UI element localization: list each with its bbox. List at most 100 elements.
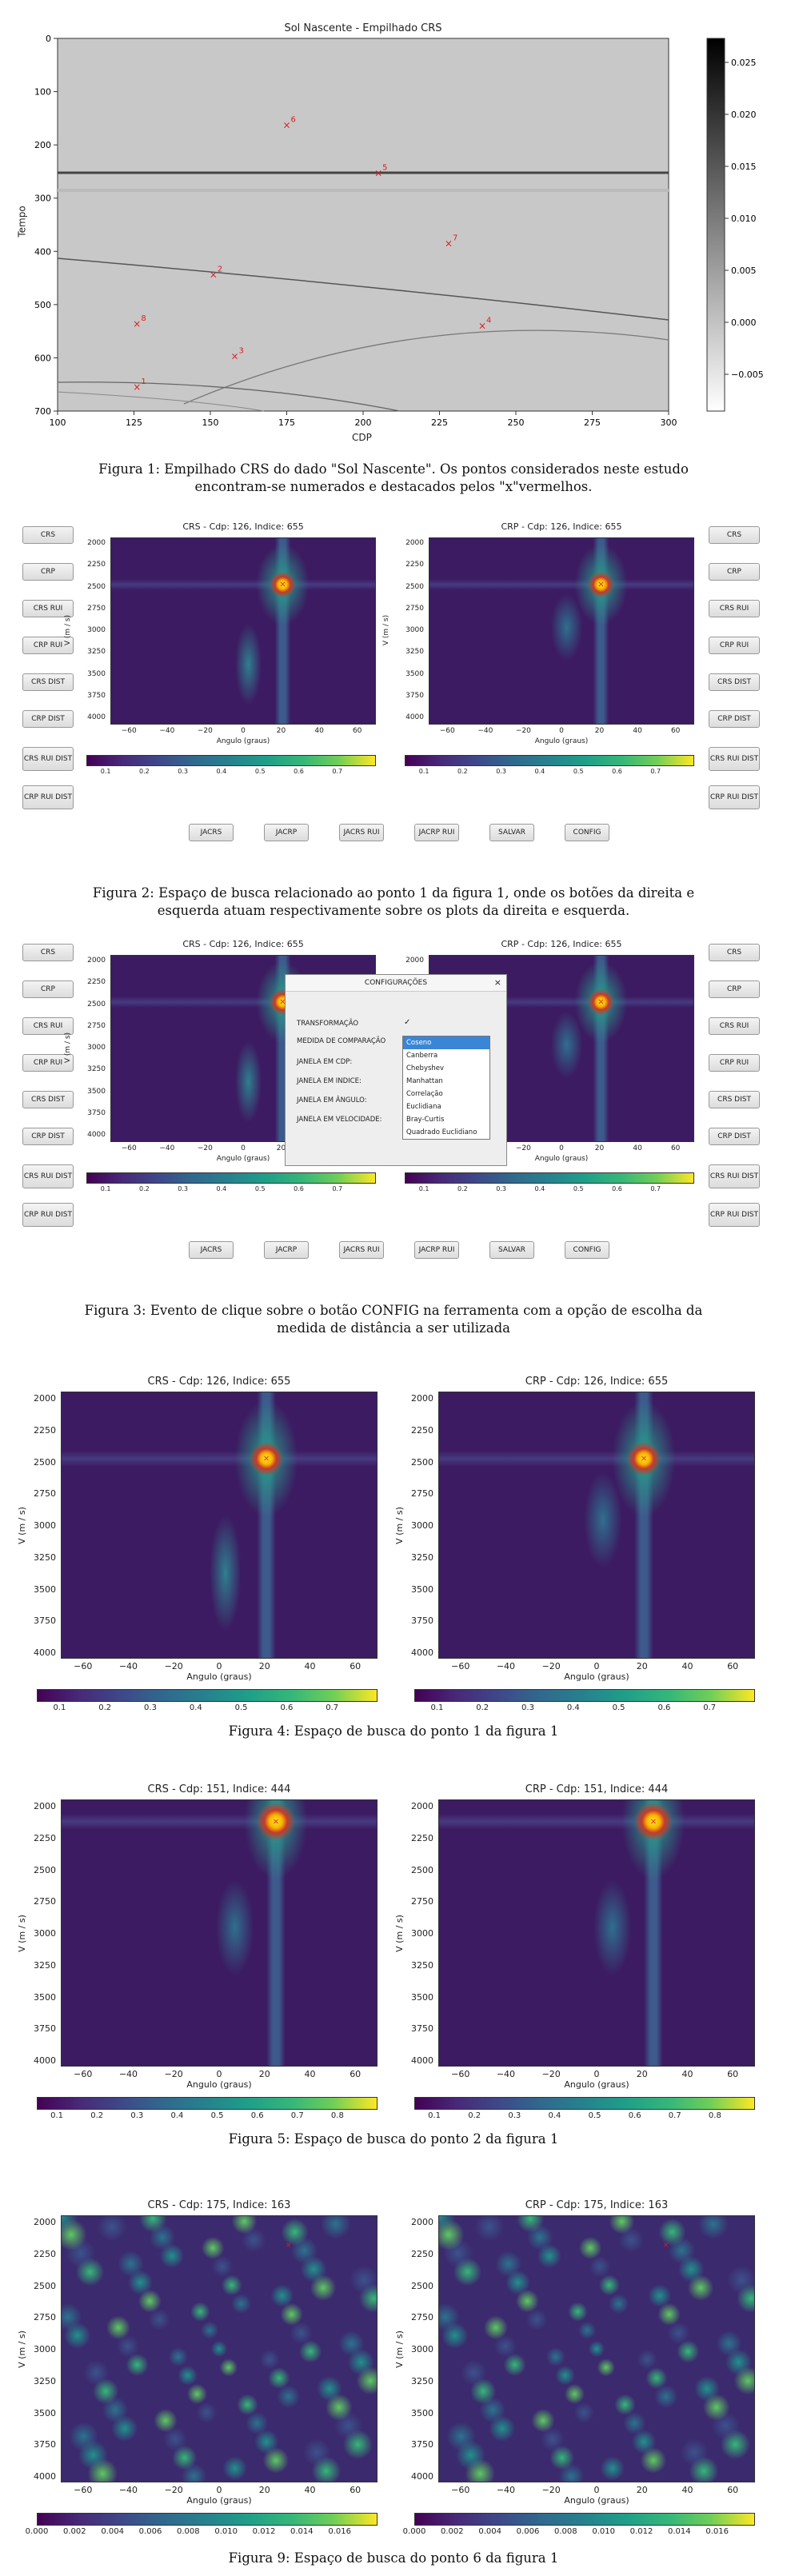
- distance-option[interactable]: Bray-Curtis: [406, 1116, 445, 1124]
- button-left-crp-rui[interactable]: CRP RUI: [22, 637, 74, 654]
- button-jacrs[interactable]: JACRS: [189, 824, 234, 841]
- cbar-tick-label: 0.5: [254, 768, 266, 775]
- button-config[interactable]: CONFIG: [565, 1241, 609, 1259]
- point-marker: ×: [210, 270, 218, 281]
- x-tick-label: 40: [681, 2485, 693, 2495]
- distance-option[interactable]: Quadrado Euclidiano: [406, 1128, 477, 1136]
- y-tick-label: 700: [34, 406, 51, 417]
- button-jacrs[interactable]: JACRS: [189, 1241, 234, 1259]
- button-salvar[interactable]: SALVAR: [489, 824, 534, 841]
- distance-option[interactable]: Euclidiana: [406, 1103, 441, 1111]
- button-left-crs-dist[interactable]: CRS DIST: [22, 1091, 74, 1108]
- y-tick-label: 2000: [34, 1393, 56, 1404]
- button-left-crp-rui-dist[interactable]: CRP RUI DIST: [22, 785, 74, 809]
- button-left-crp[interactable]: CRP: [22, 563, 74, 581]
- button-right-crs-rui-dist[interactable]: CRS RUI DIST: [709, 1164, 760, 1188]
- y-tick-label: 2000: [411, 1801, 433, 1811]
- point-marker: ×: [231, 350, 239, 361]
- button-left-crp[interactable]: CRP: [22, 980, 74, 998]
- button-left-crp-rui-dist[interactable]: CRP RUI DIST: [22, 1203, 74, 1227]
- button-left-crp-dist[interactable]: CRP DIST: [22, 710, 74, 728]
- figure-9-caption: Figura 9: Espaço de busca do ponto 6 da …: [228, 2550, 559, 2566]
- button-left-crs-dist[interactable]: CRS DIST: [22, 673, 74, 691]
- button-right-crp[interactable]: CRP: [709, 980, 760, 998]
- button-left-crs-rui[interactable]: CRS RUI: [22, 1017, 74, 1035]
- button-left-crp-dist[interactable]: CRP DIST: [22, 1128, 74, 1145]
- y-tick-label: 4000: [34, 1647, 56, 1658]
- button-right-crs[interactable]: CRS: [709, 944, 760, 961]
- button-right-crp-rui[interactable]: CRP RUI: [709, 1054, 760, 1072]
- y-tick-label: 2750: [34, 1896, 56, 1907]
- x-axis-label: Angulo (graus): [564, 2079, 629, 2090]
- check-icon[interactable]: ✓: [404, 1018, 411, 1027]
- button-left-crp-rui[interactable]: CRP RUI: [22, 1054, 74, 1072]
- figure-1-caption-line1: Figura 1: Empilhado CRS do dado "Sol Nas…: [98, 461, 689, 477]
- cbar-tick-label: 0.7: [290, 2111, 304, 2120]
- x-tick-label: 125: [126, 417, 142, 428]
- button-right-crs-dist[interactable]: CRS DIST: [709, 1091, 760, 1108]
- x-tick-label: 0: [216, 1661, 222, 1671]
- button-jacrp-rui[interactable]: JACRP RUI: [414, 824, 459, 841]
- button-salvar[interactable]: SALVAR: [489, 1241, 534, 1259]
- figure-4: CRS - Cdp: 126, Indice: 655 × 2000 2250 2500…: [0, 1360, 787, 1735]
- button-right-crp[interactable]: CRP: [709, 563, 760, 581]
- button-left-crs[interactable]: CRS: [22, 526, 74, 544]
- button-jacrp[interactable]: JACRP: [264, 824, 309, 841]
- button-right-crs-rui-dist[interactable]: CRS RUI DIST: [709, 747, 760, 771]
- x-tick-label: 40: [633, 727, 642, 735]
- button-right-crs-rui[interactable]: CRS RUI: [709, 1017, 760, 1035]
- x-tick-label: 0: [593, 2485, 600, 2495]
- button-left-crs[interactable]: CRS: [22, 944, 74, 961]
- distance-option[interactable]: Manhattan: [406, 1077, 443, 1085]
- cbar-tick-label: 0.5: [612, 1703, 625, 1712]
- distance-option[interactable]: Canberra: [406, 1052, 438, 1060]
- y-tick-label: 2500: [411, 2280, 433, 2291]
- cbar-tick-label: 0.3: [496, 1185, 507, 1192]
- x-tick-label: 40: [681, 2069, 693, 2079]
- button-left-crs-rui[interactable]: CRS RUI: [22, 600, 74, 617]
- button-right-crs[interactable]: CRS: [709, 526, 760, 544]
- y-tick-label: 2500: [411, 1864, 433, 1875]
- y-tick-label: 3000: [411, 1520, 433, 1531]
- y-axis-label: V (m / s): [394, 1915, 405, 1952]
- button-jacrp-rui[interactable]: JACRP RUI: [414, 1241, 459, 1259]
- y-tick-label: 2250: [411, 1424, 433, 1436]
- distance-option[interactable]: Coseno: [403, 1036, 489, 1049]
- distance-option[interactable]: Chebyshev: [406, 1064, 445, 1072]
- button-config[interactable]: CONFIG: [565, 824, 609, 841]
- cbar-tick-label: 0.002: [63, 2527, 86, 2536]
- panel-title: CRP - Cdp: 151, Indice: 444: [525, 1783, 669, 1795]
- y-tick-label: 2750: [87, 1021, 106, 1030]
- button-right-crp-rui-dist[interactable]: CRP RUI DIST: [709, 1203, 760, 1227]
- button-right-crp-dist[interactable]: CRP DIST: [709, 710, 760, 728]
- distance-option[interactable]: Correlação: [406, 1090, 443, 1098]
- y-tick-label: 3500: [411, 1991, 433, 2003]
- point-label: 1: [141, 377, 146, 386]
- button-right-crp-dist[interactable]: CRP DIST: [709, 1128, 760, 1145]
- button-right-crs-dist[interactable]: CRS DIST: [709, 673, 760, 691]
- y-tick-label: 3250: [34, 1552, 56, 1563]
- button-right-crp-rui-dist[interactable]: CRP RUI DIST: [709, 785, 760, 809]
- point-marker: ×: [640, 1454, 648, 1464]
- distance-measure-list[interactable]: Coseno Canberra Chebyshev Manhattan Correlaç…: [402, 1036, 490, 1140]
- y-tick-label: 2500: [34, 2280, 56, 2291]
- colorbar: [414, 2513, 755, 2526]
- button-jacrp[interactable]: JACRP: [264, 1241, 309, 1259]
- button-left-crs-rui-dist[interactable]: CRS RUI DIST: [22, 747, 74, 771]
- colorbar: [405, 1172, 694, 1184]
- y-tick-label: 3000: [405, 626, 424, 634]
- button-right-crp-rui[interactable]: CRP RUI: [709, 637, 760, 654]
- button-jacrs-rui[interactable]: JACRS RUI: [339, 824, 384, 841]
- x-axis-label: Angulo (graus): [216, 1155, 270, 1163]
- y-tick-label: 3500: [34, 1584, 56, 1595]
- x-tick-label: −60: [451, 2485, 470, 2495]
- x-tick-label: −20: [541, 2485, 561, 2495]
- y-tick-label: 4000: [87, 1131, 106, 1139]
- button-right-crs-rui[interactable]: CRS RUI: [709, 600, 760, 617]
- close-icon[interactable]: ×: [493, 977, 501, 988]
- heatmap: ×: [61, 2215, 378, 2482]
- y-tick-label: 2500: [411, 1456, 433, 1468]
- point-label: 8: [141, 314, 146, 323]
- button-jacrs-rui[interactable]: JACRS RUI: [339, 1241, 384, 1259]
- button-left-crs-rui-dist[interactable]: CRS RUI DIST: [22, 1164, 74, 1188]
